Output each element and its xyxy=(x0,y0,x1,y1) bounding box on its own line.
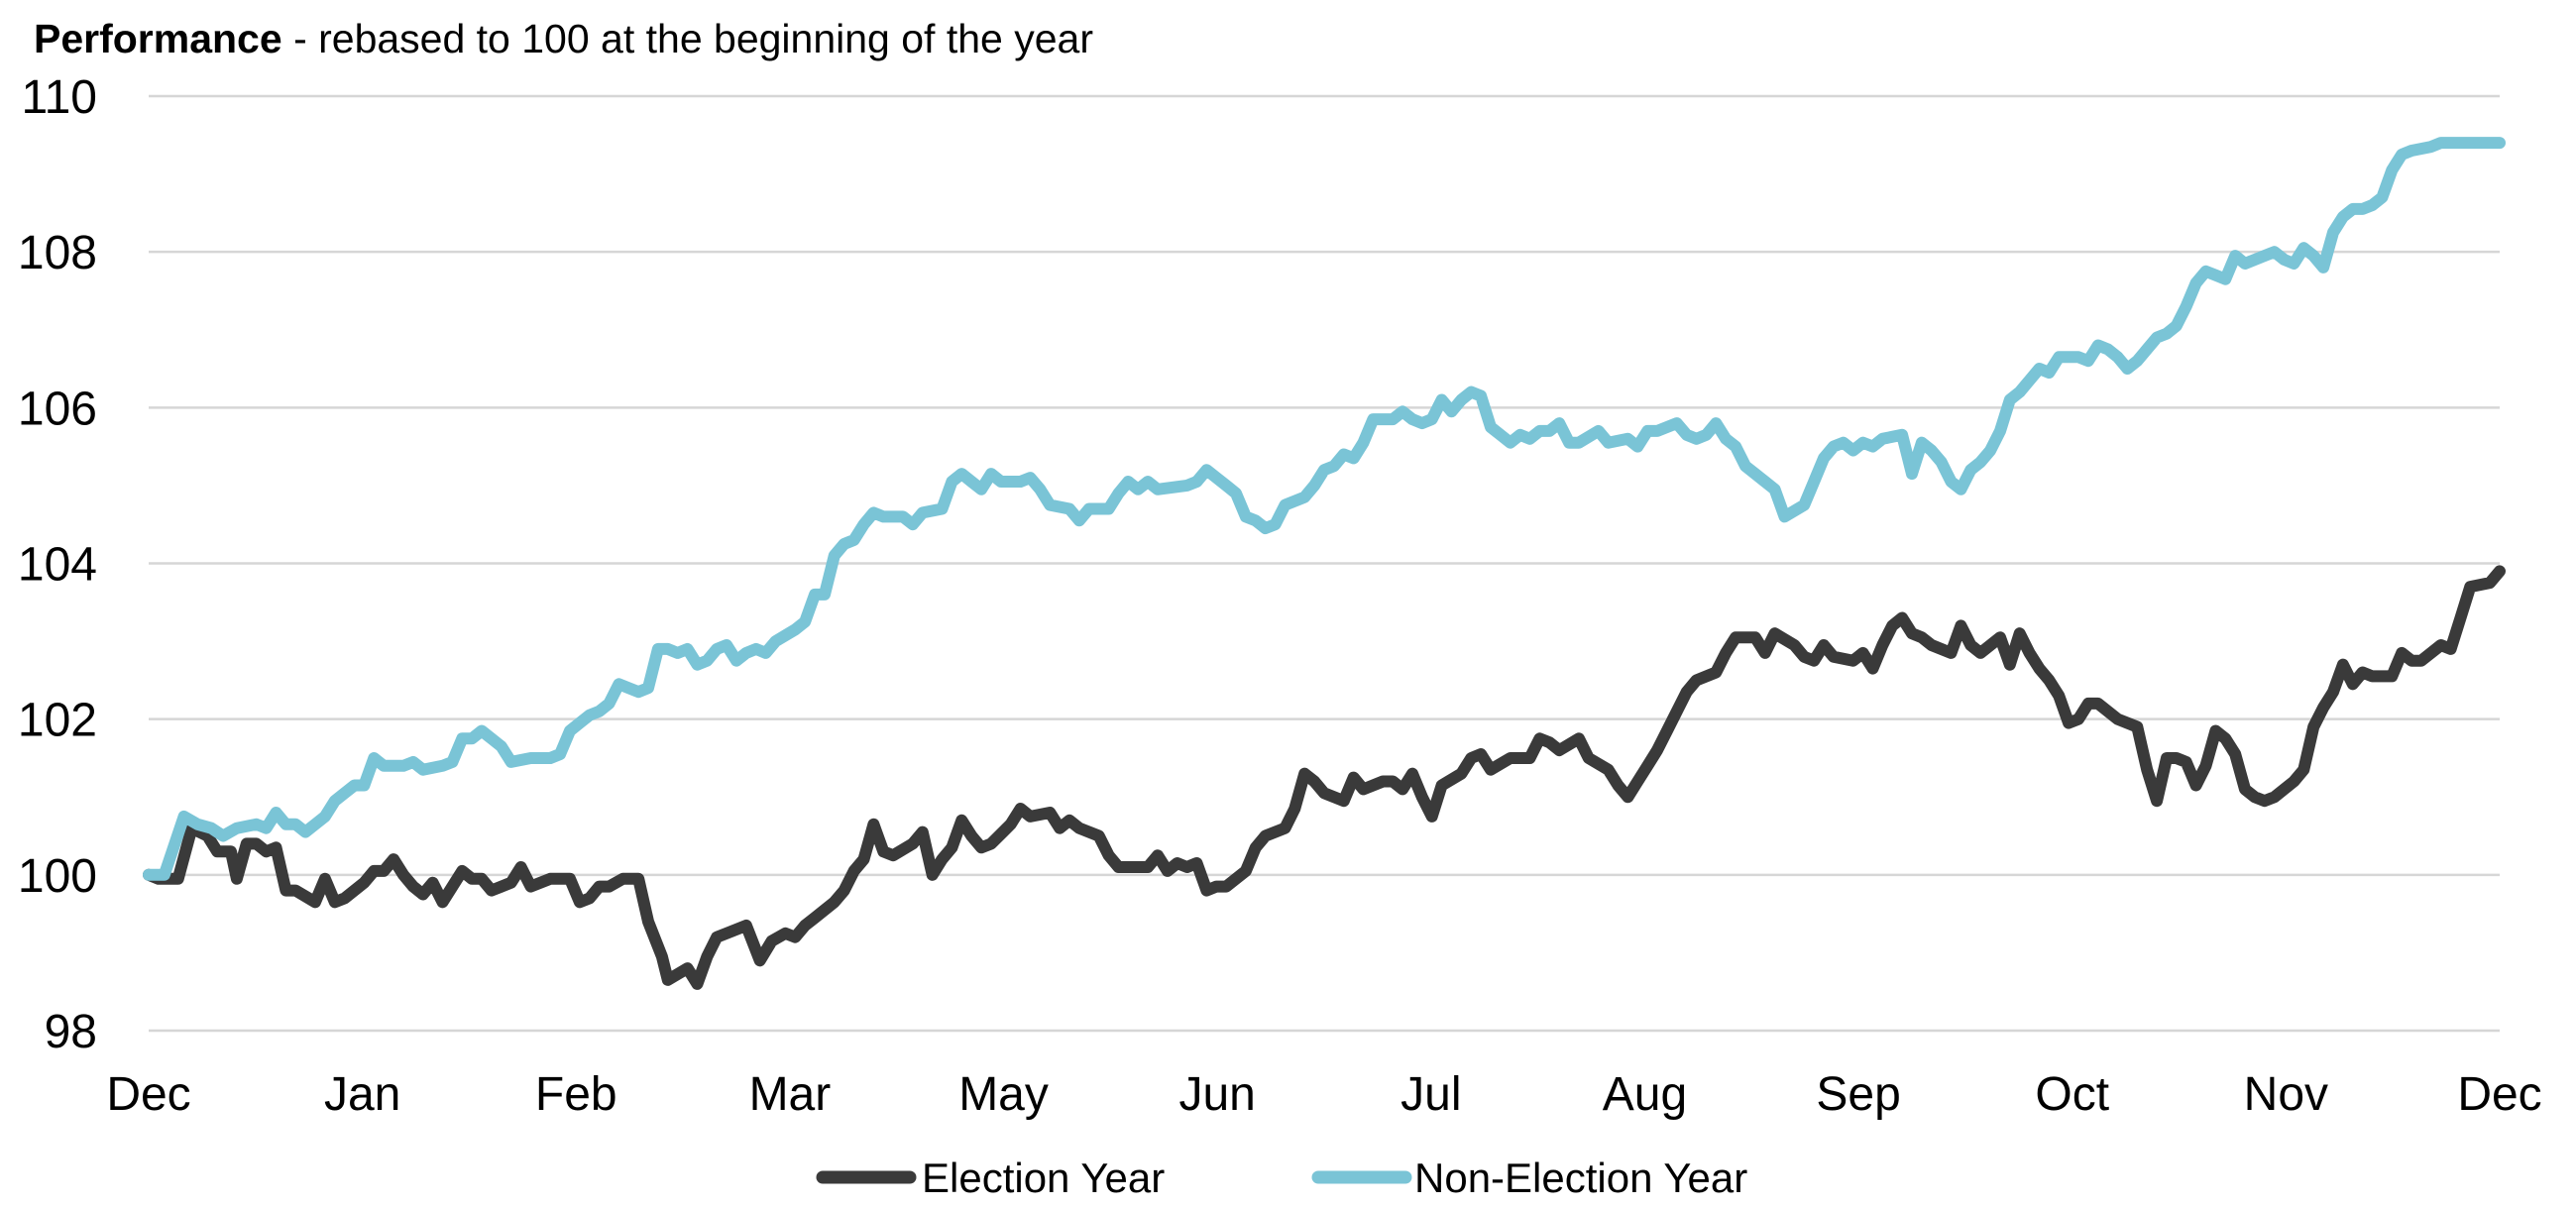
legend-label-non-election-year: Non-Election Year xyxy=(1414,1154,1747,1201)
y-tick-label: 98 xyxy=(45,1006,97,1058)
chart-title-bold: Performance xyxy=(34,16,282,61)
x-axis-ticks: Dec Jan Feb Mar May Jun Jul Aug Sep Oct Nov Dec xyxy=(106,1068,2541,1121)
legend-label-election-year: Election Year xyxy=(922,1154,1165,1201)
x-tick-label: Oct xyxy=(2035,1068,2109,1121)
x-tick-label: Jul xyxy=(1400,1068,1461,1121)
gridlines xyxy=(149,94,2500,1033)
y-axis-ticks: 98 100 102 104 106 108 110 xyxy=(18,71,97,1058)
series-line-election-year xyxy=(143,565,2506,990)
x-tick-label: Jun xyxy=(1178,1068,1255,1121)
y-tick-label: 108 xyxy=(18,227,97,279)
chart-title: Performance - rebased to 100 at the begi… xyxy=(34,16,1093,62)
x-tick-label: Dec xyxy=(106,1068,190,1121)
legend: Election Year Non-Election Year xyxy=(816,1154,1747,1201)
x-tick-label: Jan xyxy=(324,1068,400,1121)
x-tick-label: Sep xyxy=(1816,1068,1900,1121)
y-tick-label: 106 xyxy=(18,383,97,435)
x-tick-label: Dec xyxy=(2457,1068,2541,1121)
y-tick-label: 100 xyxy=(18,850,97,903)
y-tick-label: 110 xyxy=(21,71,97,124)
y-tick-label: 102 xyxy=(18,695,97,747)
y-tick-label: 104 xyxy=(18,539,97,592)
x-tick-label: Nov xyxy=(2244,1068,2328,1121)
x-tick-label: May xyxy=(958,1068,1049,1121)
series-lines xyxy=(143,137,2506,990)
x-tick-label: Feb xyxy=(535,1068,617,1121)
x-tick-label: Aug xyxy=(1603,1068,1687,1121)
chart-subtitle: - rebased to 100 at the beginning of the… xyxy=(281,16,1093,61)
x-tick-label: Mar xyxy=(749,1068,832,1121)
series-line-non-election-year xyxy=(143,137,2506,881)
